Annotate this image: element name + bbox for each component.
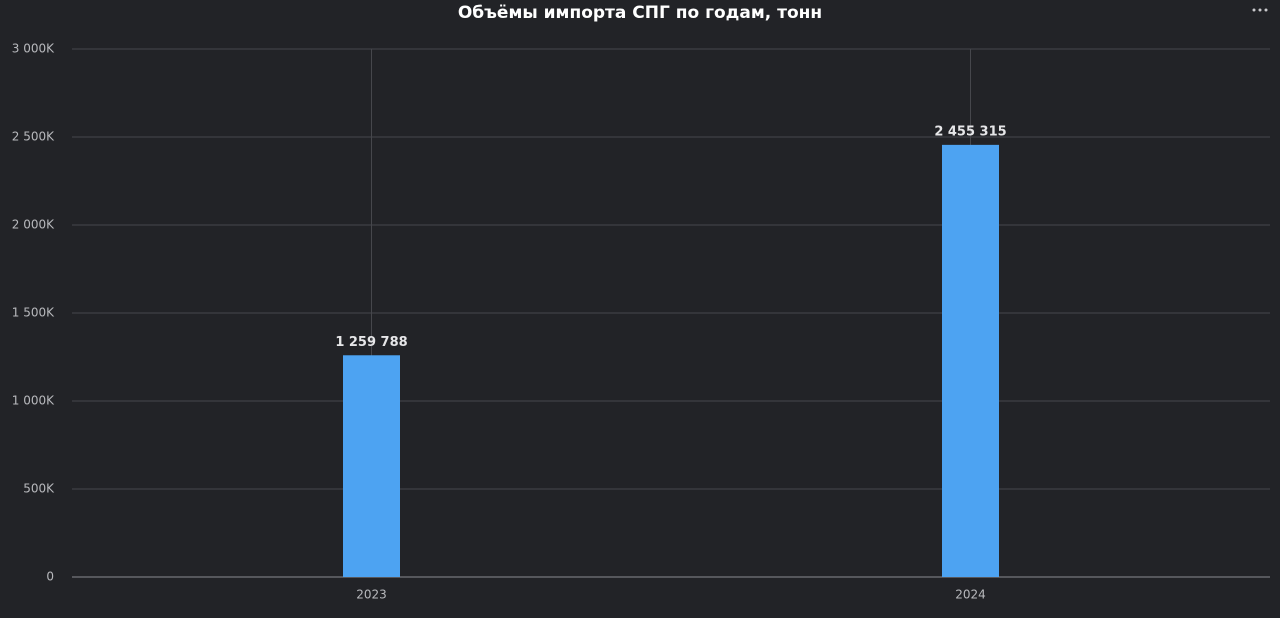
menu-dot (1252, 8, 1256, 12)
y-tick-label: 2 500K (12, 130, 55, 144)
y-tick-label: 2 000K (12, 218, 55, 232)
bar (942, 144, 999, 577)
y-tick-label: 1 500K (12, 306, 55, 320)
menu-dot (1264, 8, 1268, 12)
menu-icon[interactable] (1252, 8, 1268, 12)
menu-dot (1258, 8, 1262, 12)
y-tick-label: 3 000K (12, 42, 55, 56)
x-tick-label: 2024 (955, 588, 986, 602)
value-label: 1 259 788 (335, 335, 407, 350)
value-label: 2 455 315 (934, 124, 1006, 139)
chart-title: Объёмы импорта СПГ по годам, тонн (458, 3, 822, 23)
y-tick-label: 0 (46, 570, 54, 584)
y-tick-label: 1 000K (12, 394, 55, 408)
y-tick-label: 500K (23, 482, 55, 496)
bar (343, 355, 400, 577)
x-tick-label: 2023 (356, 588, 387, 602)
